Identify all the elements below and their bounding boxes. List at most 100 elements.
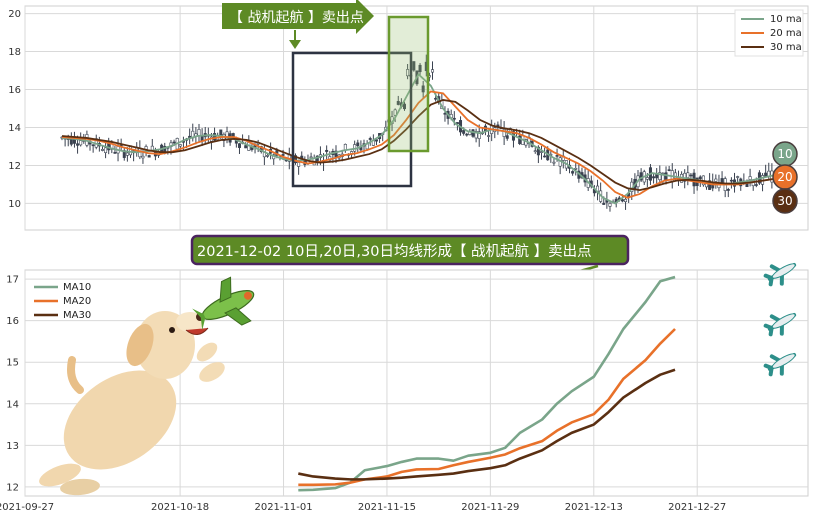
candle-body	[213, 133, 217, 141]
toy-plane-icon	[192, 276, 255, 331]
bottom-y-tick-label: 14	[6, 399, 19, 410]
candle-body	[91, 144, 95, 147]
legend-label-20ma: 20 ma	[770, 28, 802, 39]
candle-body	[543, 155, 547, 158]
candle-body	[477, 131, 481, 139]
candle-body	[104, 147, 108, 153]
top-legend: 10 ma 20 ma 30 ma	[734, 9, 804, 57]
candle-body	[197, 129, 201, 136]
top-y-tick-label: 18	[8, 47, 21, 58]
bottom-series-line-ma30	[298, 368, 676, 481]
badge-30	[772, 188, 798, 214]
candle-body	[505, 135, 509, 139]
candle-body	[125, 152, 129, 156]
candle-body	[729, 179, 733, 182]
top-series-line-10ma	[61, 72, 776, 205]
legend-label-30ma: 30 ma	[770, 42, 802, 53]
candle-body	[748, 176, 752, 180]
legend-label-10ma: 10 ma	[770, 14, 802, 25]
bottom-x-tick-label: 2021-09-27	[0, 502, 54, 513]
candle-body	[686, 172, 690, 178]
candle-body	[412, 61, 416, 71]
candle-body	[571, 171, 575, 174]
top-y-tick-label: 12	[8, 161, 21, 172]
candle-body	[726, 189, 730, 191]
candle-body	[452, 117, 456, 120]
candle-body	[689, 174, 693, 177]
candle-body	[141, 155, 145, 159]
candle-body	[443, 112, 447, 115]
candle-body	[237, 143, 241, 148]
bottom-x-tick-label: 2021-11-29	[461, 502, 519, 513]
candle-body	[265, 155, 269, 157]
candle-body	[698, 176, 702, 179]
candle-body	[754, 184, 758, 186]
crossover-zone-box	[291, 51, 413, 188]
top-banner-arrow-shape	[222, 0, 374, 34]
candle-body	[281, 154, 285, 156]
badge-30-label: 30	[777, 194, 792, 208]
bottom-legend: MA10 MA20 MA30	[34, 282, 91, 321]
mid-banner-box	[190, 234, 630, 266]
candle-body	[147, 155, 151, 158]
bottom-chart-panel: 12 13 14 15 16 17 2021-09-27 2021-10-18 2021-11…	[0, 263, 809, 513]
candle-body	[79, 140, 83, 146]
bottom-x-tick-label: 2021-12-27	[668, 502, 726, 513]
candle-body	[533, 150, 537, 153]
top-banner-pointer-head	[289, 40, 301, 49]
candle-body	[309, 156, 313, 159]
top-y-tick-label: 20	[8, 9, 21, 20]
candle-body	[325, 149, 329, 152]
candle-body	[474, 131, 478, 139]
top-chart-panel: 10 12 14 16 18 20 10 ma 20 ma 30 ma 【 战机起航 】卖…	[8, 0, 809, 231]
candle-body	[658, 172, 662, 180]
candle-body	[396, 101, 400, 105]
airplane-icon	[763, 353, 797, 377]
candle-body	[487, 135, 491, 137]
candle-body	[462, 130, 466, 134]
candle-body	[297, 162, 301, 167]
candle-body	[402, 103, 406, 110]
candle-body	[374, 139, 378, 142]
top-banner-text: 【 战机起航 】卖出点	[229, 10, 364, 26]
candle-body	[714, 178, 718, 182]
puppy-icon	[39, 311, 225, 496]
candle-body	[455, 122, 459, 124]
candle-body	[708, 180, 712, 190]
candle-body	[150, 145, 154, 151]
badge-10-label: 10	[777, 147, 792, 161]
candle-body	[393, 109, 397, 116]
candle-body	[178, 144, 182, 147]
candle-body	[418, 64, 422, 73]
candle-body	[602, 202, 606, 205]
candle-body	[465, 133, 469, 136]
legend-label-ma10: MA10	[63, 282, 91, 293]
candle-body	[294, 155, 298, 164]
candle-body	[421, 85, 425, 93]
candle-body	[536, 146, 540, 156]
candle-body	[552, 161, 556, 164]
bottom-x-tick-label: 2021-11-15	[358, 502, 416, 513]
candle-body	[244, 145, 248, 149]
bottom-y-tick-label: 17	[6, 275, 19, 286]
candle-body	[113, 152, 117, 154]
airplane-icon	[763, 263, 797, 287]
bottom-y-tick-label: 15	[6, 358, 19, 369]
airplane-icon	[763, 313, 797, 337]
candle-body	[434, 97, 438, 100]
candle-body	[431, 69, 435, 73]
candle-body	[608, 203, 612, 207]
candle-body	[639, 172, 643, 181]
top-banner: 【 战机起航 】卖出点	[222, 0, 374, 49]
top-y-tick-label: 14	[8, 123, 21, 134]
bottom-y-tick-label: 16	[6, 316, 19, 327]
candle-body	[555, 155, 559, 157]
sell-point-highlight-box	[387, 15, 430, 153]
top-series-line-30ma	[61, 99, 776, 192]
candle-body	[652, 176, 656, 179]
legend-label-ma20: MA20	[63, 296, 91, 307]
candle-body	[368, 138, 372, 140]
bottom-x-tick-label: 2021-10-18	[151, 502, 209, 513]
candle-body	[620, 199, 624, 202]
